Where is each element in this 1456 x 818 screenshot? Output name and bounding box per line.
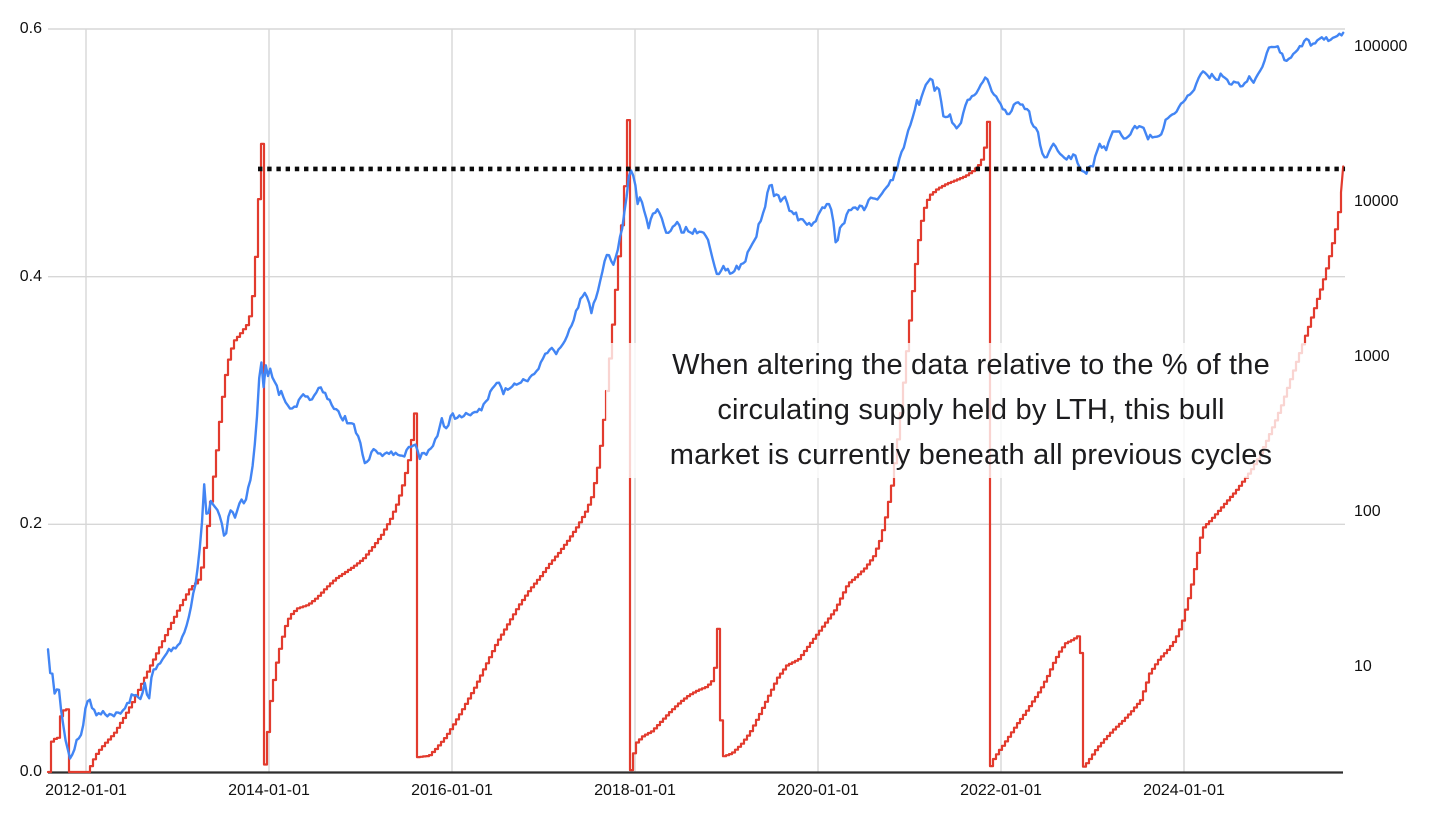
right-axis-tick: 100000	[1354, 38, 1408, 55]
left-axis-tick: 0.6	[19, 20, 42, 37]
lth-metric-line	[46, 119, 1345, 774]
x-axis-tick: 2014-01-01	[228, 782, 310, 799]
btc-price-line	[46, 31, 1345, 760]
right-axis-tick: 100	[1354, 503, 1381, 520]
left-axis-tick: 0.0	[19, 763, 42, 780]
left-axis-tick: 0.2	[19, 515, 42, 533]
x-axis-tick: 2022-01-01	[960, 782, 1042, 799]
x-axis-tick: 2018-01-01	[594, 782, 676, 799]
x-axis-tick: 2016-01-01	[411, 782, 493, 799]
left-axis-tick: 0.4	[19, 267, 42, 285]
annotation-text-box: When altering the data relative to the %…	[606, 343, 1336, 478]
right-axis-tick: 10000	[1354, 193, 1399, 210]
right-axis-tick: 10	[1354, 658, 1372, 675]
annotation-line-3: market is currently beneath all previous…	[669, 439, 1273, 471]
x-axis-tick: 2024-01-01	[1143, 782, 1225, 799]
annotation-line-1: When altering the data relative to the %…	[672, 349, 1270, 381]
x-axis-tick: 2020-01-01	[777, 782, 859, 799]
right-axis-tick: 1000	[1354, 348, 1390, 365]
x-axis-tick: 2012-01-01	[45, 782, 127, 799]
annotation-line-2: circulating supply held by LTH, this bul…	[717, 394, 1225, 426]
